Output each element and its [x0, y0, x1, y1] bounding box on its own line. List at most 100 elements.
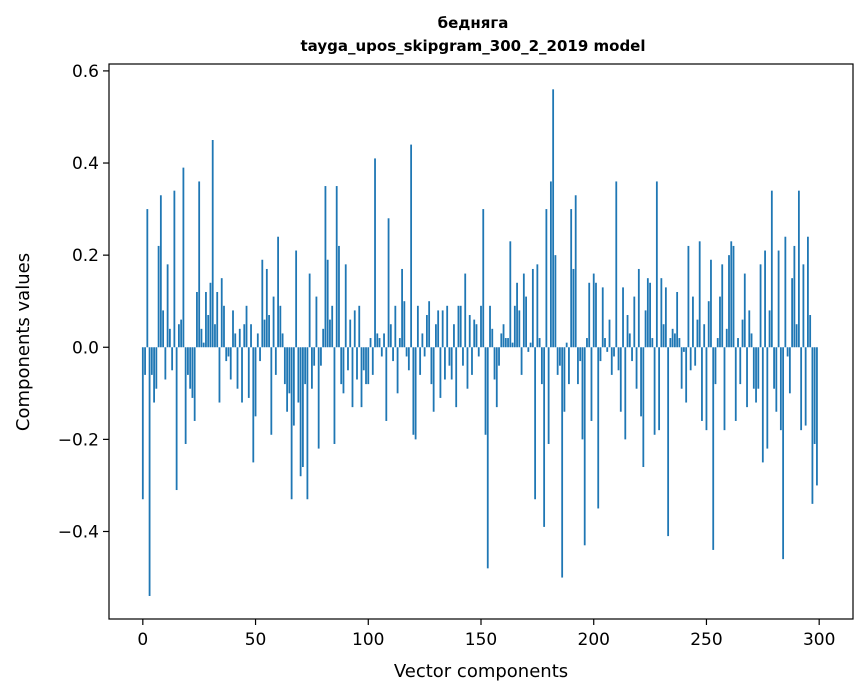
bar	[525, 296, 527, 348]
bar	[752, 347, 755, 389]
bar	[728, 255, 730, 348]
bar	[613, 347, 615, 357]
bar	[464, 273, 467, 348]
bar	[367, 347, 370, 385]
bar	[342, 347, 345, 394]
bar	[209, 282, 212, 348]
bar	[211, 140, 214, 348]
bar	[416, 305, 419, 348]
bar	[232, 310, 234, 348]
bar	[545, 209, 548, 348]
bar	[369, 338, 372, 348]
bar	[347, 347, 349, 371]
bar	[635, 347, 638, 389]
bar	[380, 347, 383, 357]
bar	[301, 347, 304, 468]
bar	[563, 347, 566, 412]
bar	[549, 181, 552, 348]
bar	[317, 347, 320, 449]
bar	[631, 347, 633, 362]
bar	[335, 186, 338, 348]
bar	[371, 347, 374, 375]
bar	[153, 347, 155, 403]
bar	[389, 324, 392, 348]
bar	[498, 347, 500, 366]
bar	[793, 245, 796, 348]
x-tick-label: 150	[465, 630, 497, 650]
bar	[236, 347, 239, 389]
bar	[356, 347, 358, 380]
bar	[504, 338, 507, 348]
bar	[816, 347, 818, 486]
bar	[259, 347, 261, 362]
bar	[590, 347, 593, 421]
bar	[813, 347, 816, 444]
bar	[664, 287, 667, 348]
bar	[732, 245, 735, 348]
bar	[766, 347, 769, 449]
bar	[254, 347, 257, 417]
bar	[516, 282, 518, 348]
bar	[385, 347, 388, 421]
bar	[597, 347, 600, 509]
bar	[202, 342, 205, 348]
bar	[743, 273, 746, 348]
bar	[448, 347, 451, 366]
x-tick-label: 100	[352, 630, 384, 650]
bar	[800, 347, 803, 431]
bar	[673, 333, 676, 348]
bar	[642, 347, 645, 468]
bar	[290, 347, 293, 500]
bar	[755, 347, 757, 403]
y-tick-label: 0.2	[72, 246, 99, 266]
bar	[662, 324, 665, 348]
bar	[462, 347, 464, 366]
bar	[513, 305, 516, 348]
bars-group	[141, 89, 818, 596]
bar	[502, 324, 505, 348]
bar	[459, 305, 462, 348]
bar	[725, 328, 728, 348]
bar	[477, 347, 480, 357]
bar	[741, 319, 744, 348]
bar	[788, 347, 791, 394]
bar	[730, 241, 733, 348]
bar	[329, 319, 331, 348]
bar	[520, 347, 523, 375]
bar	[241, 347, 243, 403]
bar	[531, 268, 534, 348]
bar	[344, 264, 347, 348]
bar	[166, 264, 169, 348]
bar	[414, 347, 417, 440]
bar	[628, 333, 631, 348]
bar	[243, 324, 246, 348]
bar	[608, 319, 611, 348]
bar	[543, 347, 546, 527]
bar	[376, 333, 379, 348]
bar	[286, 347, 289, 412]
bar	[279, 305, 282, 348]
y-tick-label: −0.2	[58, 430, 99, 450]
bar	[737, 338, 739, 348]
bar	[500, 333, 503, 348]
bar	[586, 338, 588, 348]
bar	[705, 347, 708, 431]
bar	[205, 291, 207, 348]
bar	[687, 245, 690, 348]
bar	[491, 328, 494, 348]
bar	[193, 347, 196, 421]
x-tick-label: 0	[137, 630, 148, 650]
bar	[637, 268, 640, 348]
bar	[146, 209, 149, 348]
bar	[184, 347, 187, 444]
bar	[640, 347, 642, 417]
bar	[701, 347, 703, 421]
bar	[162, 310, 165, 348]
bar	[227, 347, 230, 357]
bar	[703, 324, 706, 348]
chart-title: бедняга	[438, 14, 509, 32]
bar	[268, 315, 270, 348]
bar	[707, 301, 710, 348]
bar	[748, 310, 751, 348]
bar	[340, 347, 343, 385]
